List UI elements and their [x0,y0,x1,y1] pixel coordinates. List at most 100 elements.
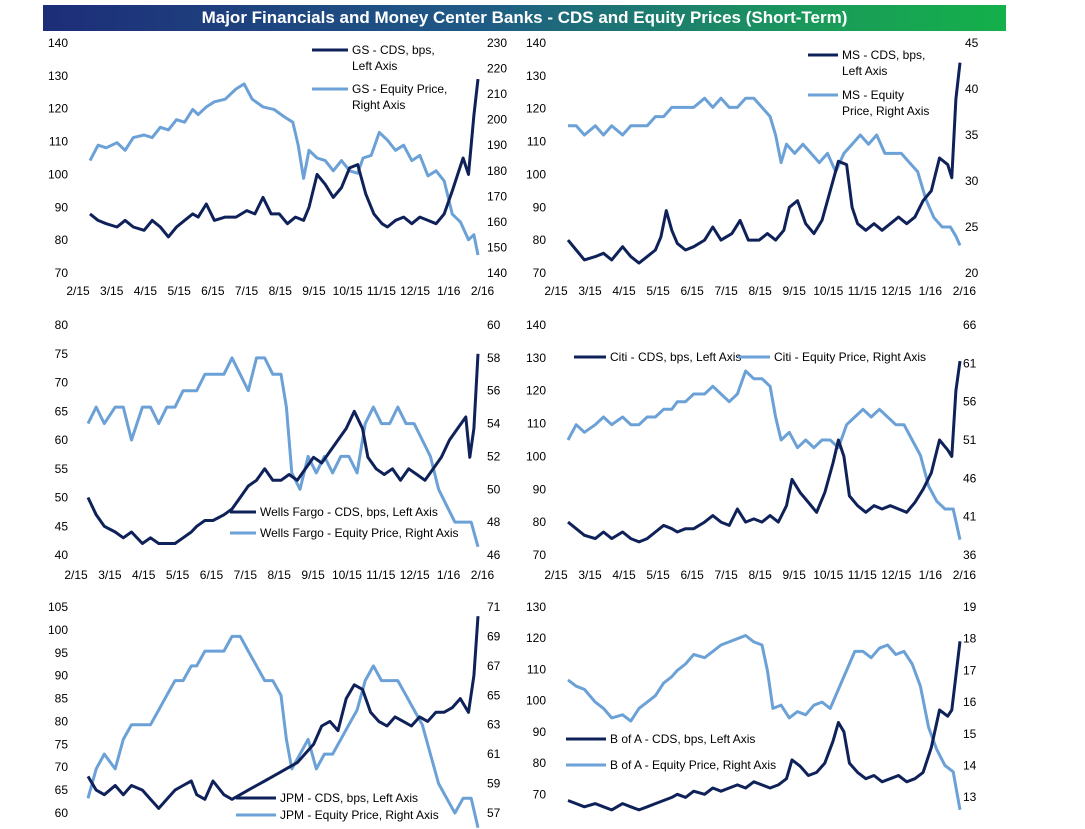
right-axis-tick-label: 220 [487,62,507,76]
left-axis-tick-label: 130 [48,69,68,83]
left-axis-tick-label: 100 [48,623,68,637]
x-axis-tick-label: 12/15 [881,568,911,582]
cds-series-line [89,78,480,239]
legend-label-equity: Price, Right Axis [842,104,929,118]
x-axis-tick-label: 3/15 [578,568,602,582]
x-axis-tick-label: 3/15 [100,284,124,298]
right-axis-tick-label: 230 [487,36,507,50]
left-axis-tick-label: 80 [55,318,69,332]
x-axis-tick-label: 9/15 [301,568,325,582]
x-axis-tick-label: 1/16 [919,568,943,582]
x-axis-tick-label: 8/15 [749,284,773,298]
x-axis-tick-label: 11/15 [848,284,877,298]
right-axis-tick-label: 51 [963,433,977,447]
x-axis-tick-label: 5/15 [167,284,191,298]
legend-label-cds: Left Axis [352,59,397,73]
right-axis-tick-label: 180 [487,164,507,178]
right-axis-tick-label: 35 [965,128,979,142]
equity-series-line [567,634,962,811]
x-axis-tick-label: 2/16 [953,568,977,582]
right-axis-tick-label: 66 [963,318,977,332]
left-axis-tick-label: 110 [527,662,546,676]
left-axis-tick-label: 80 [533,515,547,529]
left-axis-tick-label: 95 [55,646,69,660]
x-axis-tick-label: 9/15 [783,568,807,582]
right-axis-tick-label: 140 [487,266,507,280]
left-axis-tick-label: 100 [526,167,546,181]
left-axis-tick-label: 60 [55,433,69,447]
left-axis-tick-label: 90 [533,200,547,214]
left-axis-tick-label: 130 [526,351,546,365]
left-axis-tick-label: 65 [55,783,69,797]
left-axis-tick-label: 130 [526,69,546,83]
left-axis-tick-label: 75 [55,347,69,361]
left-axis-tick-label: 140 [48,36,68,50]
right-axis-tick-label: 54 [487,417,501,431]
x-axis-tick-label: 7/15 [714,568,738,582]
chart-panel-1: 70 80 90 100 110 120 130 140 20 25 30 35 40 45 2/15 3/1… [526,36,979,298]
legend-label-equity: JPM - Equity Price, Right Axis [280,808,439,822]
left-axis-tick-label: 120 [526,102,546,116]
x-axis-tick-label: 10/15 [333,284,363,298]
right-axis-tick-label: 41 [963,510,977,524]
legend-label-equity: MS - Equity [842,88,904,102]
legend-label-cds: MS - CDS, bps, [842,48,925,62]
left-axis-tick-label: 110 [49,135,68,149]
x-axis-tick-label: 2/16 [471,568,495,582]
right-axis-tick-label: 14 [963,758,977,772]
legend-label-equity: GS - Equity Price, [352,82,447,96]
x-axis-tick-label: 8/15 [269,284,293,298]
right-axis-tick-label: 45 [965,36,979,50]
right-axis-tick-label: 17 [963,663,977,677]
left-axis-tick-label: 45 [55,519,69,533]
x-axis-tick-label: 2/15 [64,568,88,582]
x-axis-tick-label: 6/15 [680,284,704,298]
x-axis-tick-label: 9/15 [783,284,807,298]
cds-series-line [86,616,480,810]
legend-label-cds: B of A - CDS, bps, Left Axis [610,732,755,746]
x-axis-tick-label: 6/15 [680,568,704,582]
right-axis-tick-label: 48 [487,515,501,529]
legend-label-cds: Left Axis [842,64,887,78]
right-axis-tick-label: 160 [487,215,507,229]
x-axis-tick-label: 10/15 [813,284,843,298]
right-axis-tick-label: 46 [963,471,977,485]
x-axis-tick-label: 2/16 [471,284,495,298]
right-axis-tick-label: 40 [965,82,979,96]
equity-series-line [566,369,962,541]
x-axis-tick-label: 6/15 [201,284,225,298]
legend-label-equity: Citi - Equity Price, Right Axis [774,350,926,364]
left-axis-tick-label: 110 [527,135,546,149]
x-axis-tick-label: 5/15 [166,568,190,582]
left-axis-tick-label: 100 [48,167,68,181]
left-axis-tick-label: 70 [55,266,69,280]
legend-label-cds: Wells Fargo - CDS, bps, Left Axis [260,505,438,519]
x-axis-tick-label: 1/16 [437,568,461,582]
x-axis-tick-label: 11/15 [367,284,396,298]
left-axis-tick-label: 70 [533,266,547,280]
left-axis-tick-label: 120 [526,631,546,645]
left-axis-tick-label: 80 [55,233,69,247]
right-axis-tick-label: 69 [487,629,501,643]
x-axis-tick-label: 2/15 [544,568,568,582]
right-axis-tick-label: 170 [487,189,507,203]
x-axis-tick-label: 2/15 [66,284,90,298]
left-axis-tick-label: 75 [55,737,69,751]
right-axis-tick-label: 25 [965,220,979,234]
cds-series-line [567,360,962,544]
left-axis-tick-label: 105 [48,600,68,614]
left-axis-tick-label: 110 [527,417,546,431]
x-axis-tick-label: 10/15 [813,568,843,582]
left-axis-tick-label: 90 [55,669,69,683]
x-axis-tick-label: 4/15 [134,284,158,298]
x-axis-tick-label: 5/15 [646,284,670,298]
left-axis-tick-label: 120 [526,384,546,398]
right-axis-tick-label: 16 [963,695,977,709]
left-axis-tick-label: 70 [533,548,547,562]
right-axis-tick-label: 61 [963,356,977,370]
page-title: Major Financials and Money Center Banks … [43,5,1006,31]
legend-label-cds: JPM - CDS, bps, Left Axis [280,791,418,805]
x-axis-tick-label: 7/15 [714,284,738,298]
x-axis-tick-label: 4/15 [612,284,636,298]
